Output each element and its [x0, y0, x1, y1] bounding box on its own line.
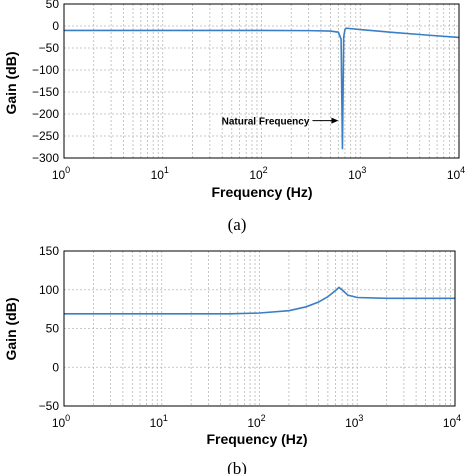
- y-tick-label: −300: [32, 151, 59, 165]
- panel-b-caption: (b): [227, 459, 247, 474]
- x-tick-exponent: 1: [163, 413, 168, 423]
- x-tick-exponent: 1: [164, 165, 169, 175]
- x-tick-exponent: 3: [361, 165, 366, 175]
- y-tick-label: 100: [39, 283, 59, 297]
- x-tick-exponent: 0: [65, 165, 70, 175]
- x-tick-base: 10: [443, 416, 457, 430]
- y-tick-label: −50: [39, 41, 60, 55]
- x-tick-base: 10: [249, 168, 263, 182]
- x-tick-label: 104: [447, 165, 465, 182]
- panel-b-axes-frame: [63, 250, 456, 407]
- x-tick-label: 100: [52, 413, 70, 430]
- x-tick-base: 10: [151, 168, 165, 182]
- x-tick-label: 103: [345, 413, 363, 430]
- x-tick-label: 102: [247, 413, 265, 430]
- panel-b-x-axis-label: Frequency (Hz): [206, 431, 307, 447]
- panel-a-gain-chart: 100 101 102 103 104 500−50−100−150−200−250−3…: [3, 0, 465, 234]
- panel-a-axes-frame: [63, 3, 460, 159]
- annotation-arrow-head: [331, 117, 339, 124]
- y-tick-label: −200: [32, 107, 59, 121]
- y-tick-label: −250: [32, 129, 59, 143]
- x-tick-label: 101: [150, 413, 168, 430]
- y-tick-label: −150: [32, 85, 59, 99]
- y-tick-label: 50: [46, 322, 60, 336]
- panel-a-y-axis-label: Gain (dB): [3, 52, 19, 115]
- x-tick-exponent: 2: [261, 413, 266, 423]
- x-tick-base: 10: [150, 416, 164, 430]
- y-tick-label: 0: [52, 19, 59, 33]
- x-tick-exponent: 3: [358, 413, 363, 423]
- panel-b-y-axis-label: Gain (dB): [3, 298, 19, 361]
- x-tick-exponent: 0: [65, 413, 70, 423]
- x-tick-base: 10: [345, 416, 359, 430]
- x-tick-base: 10: [247, 416, 261, 430]
- y-tick-label: 150: [39, 244, 59, 258]
- x-tick-exponent: 4: [456, 413, 461, 423]
- x-tick-base: 10: [348, 168, 362, 182]
- x-tick-base: 10: [52, 416, 66, 430]
- panel-b-gain-curve: [64, 286, 455, 315]
- x-tick-label: 101: [151, 165, 169, 182]
- y-tick-label: −100: [32, 63, 59, 77]
- x-tick-label: 100: [52, 165, 70, 182]
- y-tick-label: 0: [52, 360, 59, 374]
- x-tick-base: 10: [52, 168, 66, 182]
- x-tick-exponent: 2: [263, 165, 268, 175]
- panel-a-x-axis-label: Frequency (Hz): [211, 184, 312, 200]
- panel-a-gain-curve: [64, 27, 460, 150]
- y-tick-label: −50: [39, 399, 60, 413]
- panel-a-caption: (a): [228, 215, 247, 234]
- x-tick-label: 103: [348, 165, 366, 182]
- y-tick-label: 50: [46, 0, 60, 11]
- annotation-label: Natural Frequency: [222, 117, 310, 128]
- x-tick-label: 102: [249, 165, 267, 182]
- x-tick-exponent: 4: [460, 165, 465, 175]
- x-tick-label: 104: [443, 413, 461, 430]
- x-tick-base: 10: [447, 168, 461, 182]
